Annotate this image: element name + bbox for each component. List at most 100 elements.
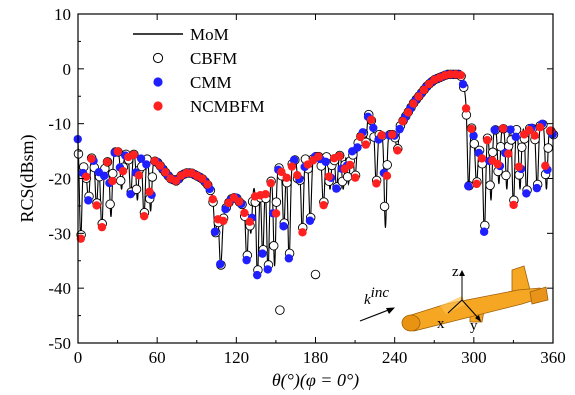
ncmbfm-point [372, 179, 381, 188]
cmm-point [511, 132, 520, 142]
chart-marks [73, 69, 559, 315]
ncmbfm-point [208, 195, 217, 204]
ncmbfm-point [541, 161, 550, 170]
ncmbfm-point [245, 217, 254, 226]
cbfm-point [517, 142, 527, 153]
cmm-point [522, 189, 531, 198]
ncmbfm-point [139, 211, 149, 221]
cmm-point [142, 160, 151, 169]
ncmbfm-point [498, 124, 508, 133]
legend-mom-label: MoM [190, 25, 229, 44]
ncmbfm-point [335, 151, 344, 161]
ncmbfm-point [361, 140, 371, 149]
k-symbol: k [364, 292, 371, 308]
ncmbfm-point [113, 147, 122, 156]
y-tick-label: -40 [48, 279, 71, 298]
ncmbfm-point [161, 167, 170, 177]
ncmbfm-point [155, 161, 165, 170]
ncmbfm-point [419, 85, 429, 95]
x-tick-label: 60 [149, 348, 166, 367]
ncmbfm-point [409, 99, 418, 108]
ncmbfm-point [198, 174, 207, 183]
ncmbfm-point [356, 132, 365, 142]
ncmbfm-point [477, 154, 487, 163]
cmm-point [279, 222, 288, 231]
ncmbfm-point [403, 108, 413, 117]
ncmbfm-point [388, 130, 397, 139]
incident-wave-label: kinc [364, 285, 389, 308]
x-tick-label: 0 [74, 348, 83, 367]
ncmbfm-point [461, 104, 471, 113]
ncmbfm-point [97, 222, 107, 232]
ncmbfm-point [535, 123, 545, 132]
ncmbfm-point [377, 131, 386, 140]
cbfm-point [382, 160, 392, 170]
ncmbfm-point [240, 208, 249, 218]
y-tick-label: 10 [54, 5, 71, 24]
y-arrowhead-icon [475, 315, 481, 322]
legend-ncmbfm-swatch [153, 101, 163, 111]
cmm-point [469, 131, 478, 140]
cbfm-point [485, 180, 495, 191]
ncmbfm-point [87, 154, 96, 163]
ncmbfm-point [108, 176, 117, 186]
cmm-point [258, 249, 267, 258]
ncmbfm-point [171, 176, 181, 185]
chart-axes: 0 60 120 180 240 300 360 10 0 -10 -20 -30 -40 -50 θ(°)… [17, 5, 566, 391]
cmm-point [464, 181, 473, 191]
cbfm-point [501, 170, 511, 181]
legend-cmm-swatch [153, 77, 163, 87]
ncmbfm-point [277, 167, 286, 177]
cmm-point [221, 205, 230, 214]
ncmbfm-point [129, 150, 138, 160]
ncmbfm-point [287, 162, 297, 171]
cmm-point [332, 184, 341, 193]
ncmbfm-point [145, 187, 154, 196]
x-tick-label: 120 [224, 348, 250, 367]
cbfm-point [488, 147, 498, 158]
legend-cmm-label: CMM [190, 73, 232, 92]
ncmbfm-point [203, 180, 212, 189]
ncmbfm-point [509, 200, 518, 210]
cmm-point [263, 265, 272, 274]
x-tick-label: 240 [382, 348, 408, 367]
cmm-point [284, 254, 294, 263]
cbfm-point [275, 305, 285, 315]
cbfm-point [379, 201, 390, 212]
inset-y-label: y [470, 318, 478, 334]
ncmbfm-point [456, 70, 466, 80]
ncmbfm-point [234, 197, 244, 206]
ncmbfm-point [472, 179, 481, 189]
ncmbfm-point [398, 116, 407, 126]
incident-wave-line [359, 308, 392, 322]
inset-x-label: x [437, 316, 445, 332]
ncmbfm-point [103, 157, 112, 167]
cbfm-point [543, 143, 553, 153]
cmm-point [305, 216, 315, 225]
y-tick-label: -10 [48, 115, 71, 134]
cmm-point [479, 227, 489, 236]
cbfm-point [105, 199, 115, 209]
cmm-point [136, 154, 146, 163]
cmm-point [321, 157, 330, 167]
z-arrowhead-icon [459, 270, 465, 276]
cmm-point [84, 196, 93, 205]
ncmbfm-point [92, 201, 101, 210]
legend: MoM CBFM CMM NCMBFM [133, 25, 265, 116]
y-tick-label: -30 [48, 224, 71, 243]
x-tick-label: 300 [461, 348, 487, 367]
cbfm-point [115, 175, 126, 186]
inset-x-axis [447, 299, 463, 314]
cmm-point [490, 125, 499, 134]
missile-model-icon [401, 265, 549, 332]
legend-cbfm-swatch [152, 52, 164, 64]
ncmbfm-point [271, 209, 281, 218]
ncmbfm-point [467, 124, 476, 134]
y-tick-label: -20 [48, 170, 71, 189]
cmm-point [252, 270, 262, 280]
cmm-point [532, 183, 542, 193]
cmm-point [210, 227, 220, 236]
ncmbfm-series [76, 70, 555, 243]
k-superscript: inc [371, 285, 390, 301]
